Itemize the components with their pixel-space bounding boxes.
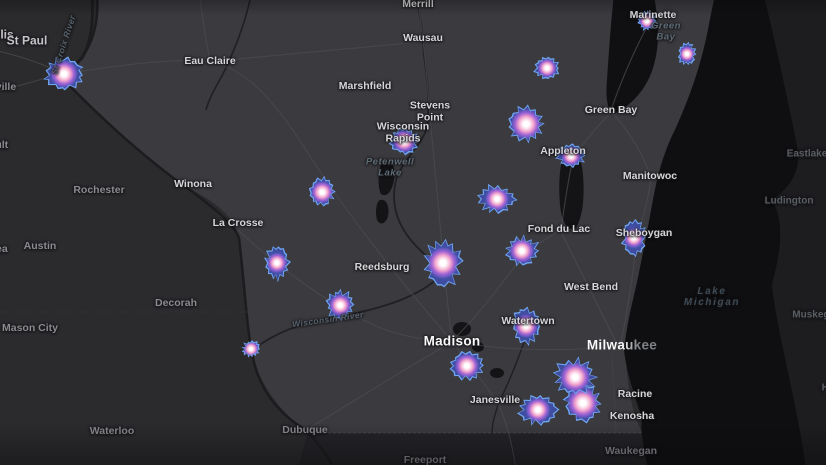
lake-michigan-water bbox=[624, 0, 806, 465]
michigan-shore-land bbox=[765, 0, 826, 465]
road bbox=[611, 111, 652, 349]
road bbox=[209, 41, 420, 63]
lake-winnebago-water bbox=[559, 151, 584, 230]
petenwell-lake-water bbox=[378, 159, 395, 196]
road bbox=[199, 0, 211, 63]
rock-river bbox=[491, 329, 529, 434]
road bbox=[611, 357, 617, 434]
road bbox=[451, 340, 621, 351]
wisconsin-land bbox=[62, 0, 714, 433]
chippewa-river bbox=[205, 0, 251, 111]
lake-koshkonong-water bbox=[490, 368, 504, 378]
road bbox=[560, 111, 619, 347]
road bbox=[305, 341, 453, 431]
castle-rock-lake-water bbox=[376, 199, 389, 224]
illinois-land bbox=[299, 433, 648, 465]
lake-monona-water bbox=[472, 342, 484, 352]
